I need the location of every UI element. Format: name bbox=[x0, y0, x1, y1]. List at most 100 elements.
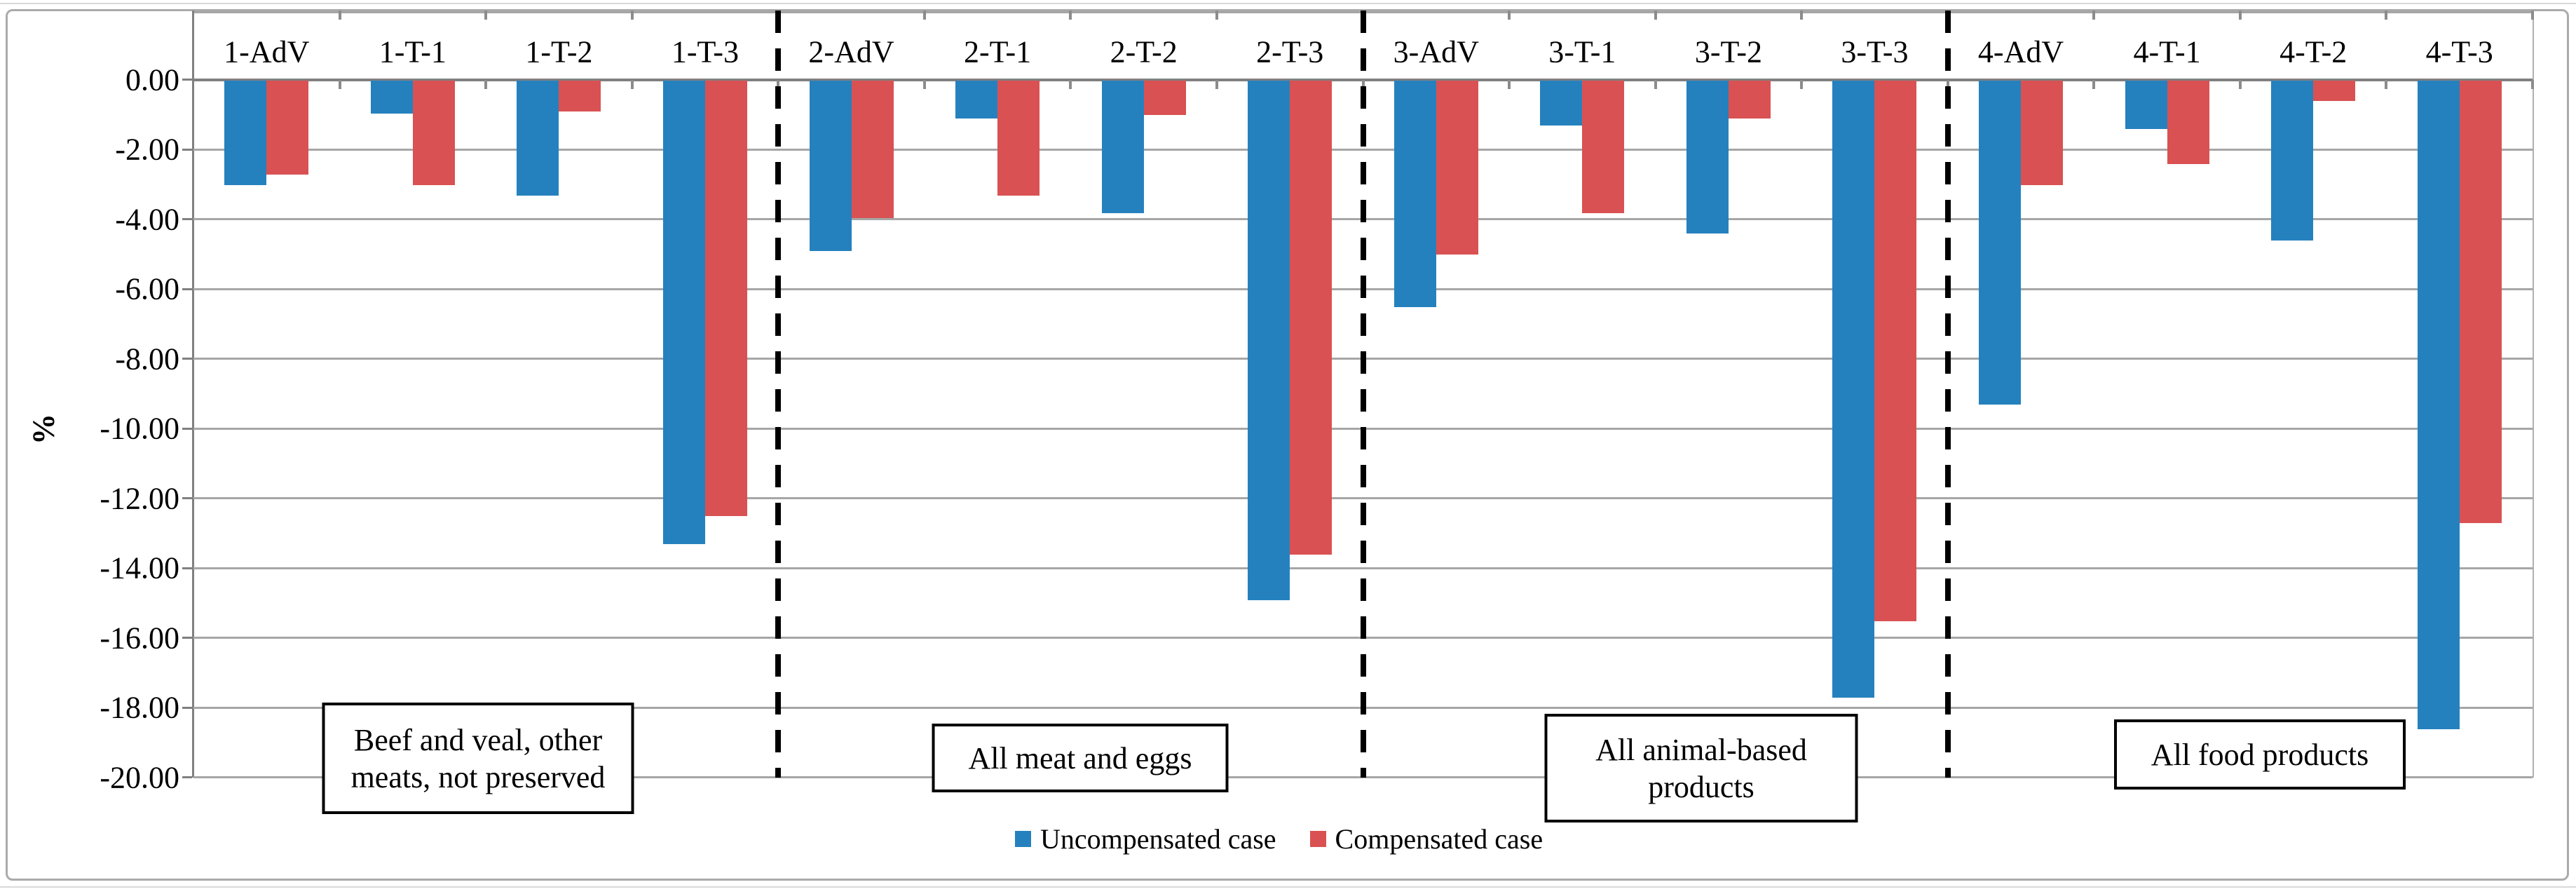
y-axis-tick bbox=[182, 776, 192, 778]
bar-uncompensated bbox=[1979, 80, 2022, 405]
category-tick-zero bbox=[2385, 79, 2388, 89]
category-tick-top bbox=[2531, 11, 2534, 20]
category-tick-zero bbox=[922, 79, 926, 89]
category-tick-top bbox=[1508, 11, 1511, 20]
y-tick-label: -18.00 bbox=[100, 690, 179, 725]
category-label: 4-T-1 bbox=[2133, 34, 2201, 69]
category-label: 3-T-1 bbox=[1548, 34, 1616, 69]
y-tick-label: -2.00 bbox=[115, 132, 179, 167]
category-tick-zero bbox=[2238, 79, 2242, 89]
bar-compensated bbox=[1582, 80, 1625, 213]
y-axis-tick bbox=[182, 637, 192, 639]
y-axis-tick bbox=[182, 427, 192, 430]
category-tick-top bbox=[922, 11, 926, 20]
bar-uncompensated bbox=[1101, 80, 1144, 213]
group-label-line: All animal-based bbox=[1595, 732, 1807, 767]
group-separator bbox=[1944, 11, 1951, 778]
bar-compensated bbox=[266, 80, 309, 175]
category-tick-zero bbox=[2092, 79, 2096, 89]
worksheet-gridline-top bbox=[0, 3, 2576, 4]
category-tick-top bbox=[1215, 11, 1218, 20]
gridline bbox=[193, 776, 2533, 778]
bar-compensated bbox=[997, 80, 1040, 196]
category-tick-top bbox=[1800, 11, 1804, 20]
bar-uncompensated bbox=[662, 80, 705, 545]
group-label-box: Beef and veal, other meats, not preserved bbox=[322, 703, 634, 814]
y-axis-line bbox=[192, 11, 194, 778]
y-axis-tick bbox=[182, 218, 192, 220]
y-tick-label: -4.00 bbox=[115, 202, 179, 236]
category-tick-top bbox=[2092, 11, 2096, 20]
bar-uncompensated bbox=[2271, 80, 2314, 241]
bar-compensated bbox=[704, 80, 747, 517]
bar-uncompensated bbox=[2125, 80, 2167, 130]
bar-compensated bbox=[851, 80, 894, 218]
y-axis-title: % bbox=[26, 414, 61, 445]
bar-uncompensated bbox=[1393, 80, 1436, 307]
bar-uncompensated bbox=[1248, 80, 1290, 600]
y-tick-label: -10.00 bbox=[100, 411, 179, 446]
category-tick-zero bbox=[1508, 79, 1511, 89]
bar-compensated bbox=[2167, 80, 2209, 164]
group-label-line: All food products bbox=[2151, 737, 2369, 772]
bar-compensated bbox=[2459, 80, 2502, 524]
category-label: 4-T-3 bbox=[2425, 34, 2493, 69]
category-label: 2-AdV bbox=[808, 34, 894, 69]
y-tick-label: -8.00 bbox=[115, 341, 179, 376]
bar-compensated bbox=[1728, 80, 1771, 119]
group-label-box: All meat and eggs bbox=[932, 724, 1229, 792]
group-separator bbox=[775, 11, 782, 778]
category-label: 1-T-1 bbox=[379, 34, 447, 69]
category-label: 1-T-3 bbox=[671, 34, 740, 69]
plot-right-border bbox=[2533, 11, 2534, 778]
y-tick-label: -6.00 bbox=[115, 271, 179, 306]
category-tick-zero bbox=[1654, 79, 1657, 89]
legend-label-uncompensated: Uncompensated case bbox=[1040, 822, 1276, 855]
category-tick-top bbox=[1069, 11, 1072, 20]
bar-compensated bbox=[559, 80, 601, 112]
group-label-line: All meat and eggs bbox=[968, 740, 1192, 776]
category-tick-top bbox=[1654, 11, 1657, 20]
category-tick-top bbox=[338, 11, 341, 20]
bar-uncompensated bbox=[1540, 80, 1583, 126]
y-axis-tick bbox=[182, 79, 192, 81]
category-tick-zero bbox=[1069, 79, 1072, 89]
legend: Uncompensated case Compensated case bbox=[1015, 822, 1543, 855]
category-tick-zero bbox=[1215, 79, 1218, 89]
bar-compensated bbox=[2021, 80, 2064, 185]
y-tick-label: -16.00 bbox=[100, 621, 179, 655]
category-tick-zero bbox=[630, 79, 634, 89]
bar-compensated bbox=[1874, 80, 1917, 621]
y-axis-tick bbox=[182, 287, 192, 290]
category-tick-zero bbox=[484, 79, 488, 89]
category-label: 2-T-3 bbox=[1256, 34, 1324, 69]
category-tick-zero bbox=[1800, 79, 1804, 89]
y-tick-label: -14.00 bbox=[100, 550, 179, 585]
legend-swatch-compensated bbox=[1309, 830, 1326, 847]
bar-uncompensated bbox=[224, 80, 267, 185]
category-tick-top bbox=[484, 11, 488, 20]
bar-uncompensated bbox=[370, 80, 413, 114]
category-label: 3-AdV bbox=[1393, 34, 1479, 69]
category-label: 3-T-2 bbox=[1694, 34, 1762, 69]
group-label-line: meats, not preserved bbox=[350, 759, 606, 794]
group-separator bbox=[1360, 11, 1366, 778]
bar-uncompensated bbox=[809, 80, 852, 252]
category-tick-top bbox=[2385, 11, 2388, 20]
y-tick-label: 0.00 bbox=[125, 62, 179, 97]
bar-compensated bbox=[1436, 80, 1478, 255]
chart-outer-border bbox=[6, 9, 2569, 881]
legend-label-compensated: Compensated case bbox=[1335, 822, 1543, 855]
group-label-line: products bbox=[1648, 769, 1754, 804]
category-label: 1-T-2 bbox=[525, 34, 593, 69]
y-axis-tick bbox=[182, 567, 192, 569]
bar-compensated bbox=[1290, 80, 1333, 555]
bar-compensated bbox=[1143, 80, 1186, 116]
group-label-box: All food products bbox=[2114, 719, 2406, 790]
category-tick-zero bbox=[338, 79, 341, 89]
group-label-line: Beef and veal, other bbox=[353, 722, 603, 757]
y-axis-tick bbox=[182, 706, 192, 709]
category-tick-zero bbox=[2531, 79, 2534, 89]
bar-uncompensated bbox=[517, 80, 559, 196]
